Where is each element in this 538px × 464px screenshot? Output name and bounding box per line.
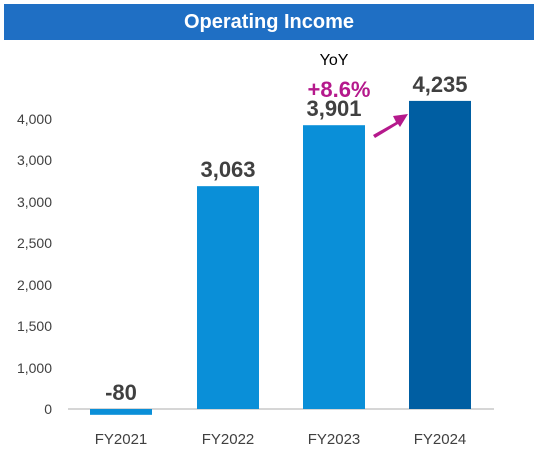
x-tick-label: FY2023 bbox=[308, 431, 361, 448]
data-label: 3,063 bbox=[200, 157, 255, 182]
bar-fy2024 bbox=[409, 100, 471, 409]
y-tick-label: 0 bbox=[44, 401, 52, 417]
yoy-arrow-icon bbox=[373, 114, 408, 138]
bar-fy2021 bbox=[90, 409, 152, 415]
data-label: 4,235 bbox=[412, 72, 467, 97]
data-label: -80 bbox=[105, 380, 137, 405]
data-label: 3,901 bbox=[306, 96, 361, 121]
chart-title: Operating Income bbox=[4, 4, 534, 40]
yoy-label: YoY bbox=[320, 52, 349, 69]
yoy-value: +8.6% bbox=[308, 77, 371, 102]
bar-fy2023 bbox=[303, 125, 365, 410]
bar-fy2022 bbox=[197, 186, 259, 409]
y-tick-label: 4,000 bbox=[17, 111, 52, 127]
y-tick-label: 1,500 bbox=[17, 318, 52, 334]
x-tick-label: FY2022 bbox=[202, 431, 255, 448]
x-tick-label: FY2021 bbox=[95, 431, 148, 448]
x-tick-label: FY2024 bbox=[414, 431, 467, 448]
y-tick-label: 3,000 bbox=[17, 194, 52, 210]
y-tick-label: 2,000 bbox=[17, 277, 52, 293]
y-tick-label: 3,000 bbox=[17, 152, 52, 168]
y-tick-label: 1,000 bbox=[17, 360, 52, 376]
y-tick-label: 2,500 bbox=[17, 235, 52, 251]
